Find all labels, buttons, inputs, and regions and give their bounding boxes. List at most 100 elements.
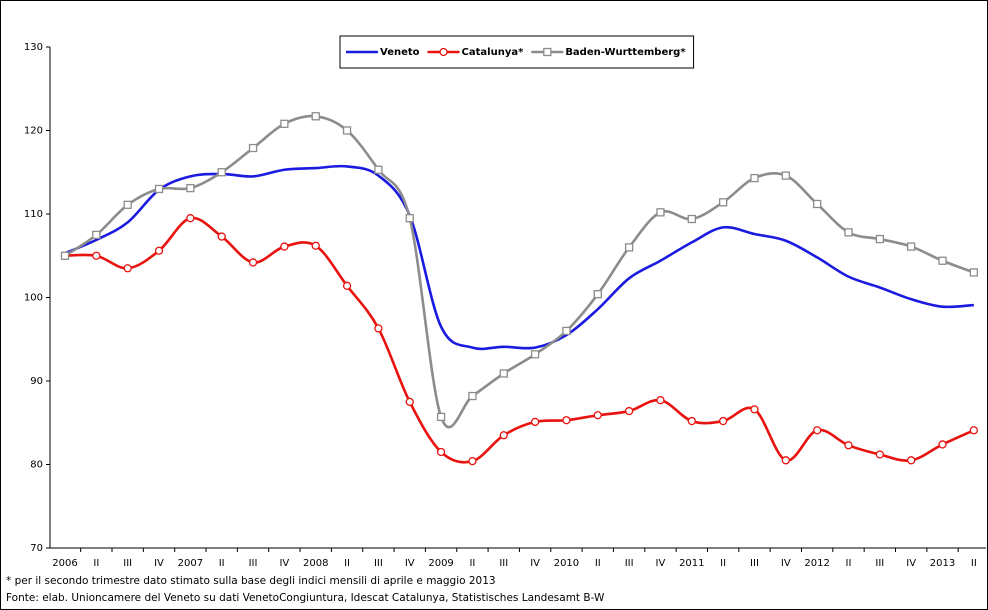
data-point: [656, 208, 665, 217]
x-tick-label: III: [875, 558, 884, 569]
x-tick-label: III: [499, 558, 508, 569]
legend-label: Baden-Wurttemberg*: [565, 47, 686, 58]
data-point: [217, 168, 226, 177]
data-point: [217, 232, 226, 241]
x-tick-label: II: [469, 558, 475, 569]
data-point: [781, 456, 790, 465]
data-point: [436, 412, 446, 422]
x-tick-label: III: [123, 558, 132, 569]
data-point: [405, 214, 414, 223]
x-tick-label: III: [249, 558, 258, 569]
y-tick-label: 90: [30, 376, 43, 387]
data-point: [499, 431, 508, 440]
x-tick-label: 2012: [804, 558, 829, 569]
data-point: [938, 256, 947, 265]
data-point: [844, 441, 853, 450]
data-point: [405, 397, 414, 407]
data-point: [374, 324, 383, 333]
legend: Veneto Catalunya* Baden-Wurttemberg*: [339, 35, 695, 69]
data-point: [530, 417, 540, 427]
legend-label: Catalunya*: [462, 47, 525, 58]
data-point: [750, 405, 759, 414]
data-point: [92, 251, 101, 260]
data-point: [342, 281, 352, 290]
x-tick-label: III: [625, 558, 634, 569]
x-tick-label: II: [219, 558, 225, 569]
data-point: [499, 369, 508, 378]
y-tick-label: 120: [24, 126, 43, 137]
y-tick-label: 70: [30, 543, 43, 554]
x-tick-label: 2006: [52, 558, 77, 569]
data-point: [436, 447, 446, 457]
data-point: [280, 119, 289, 128]
data-point: [750, 173, 759, 183]
legend-label: Veneto: [380, 47, 420, 58]
data-point: [530, 350, 540, 359]
data-point: [813, 426, 822, 435]
y-tick-label: 100: [24, 293, 43, 304]
x-tick-label: IV: [530, 558, 540, 569]
x-tick-label: IV: [405, 558, 415, 569]
data-point: [154, 184, 164, 194]
data-point: [969, 426, 979, 435]
x-tick-label: II: [595, 558, 601, 569]
data-point: [624, 243, 634, 252]
data-point: [718, 416, 728, 426]
data-point: [718, 198, 728, 207]
data-point: [687, 214, 696, 224]
footnote: * per il secondo trimestre dato stimato …: [6, 575, 496, 587]
x-tick-label: 2013: [930, 558, 955, 569]
data-point: [593, 411, 602, 420]
x-tick-label: III: [750, 558, 759, 569]
data-point: [186, 183, 195, 193]
data-point: [280, 242, 289, 251]
data-point: [248, 258, 258, 267]
data-point: [311, 112, 320, 121]
data-point: [562, 416, 571, 425]
data-point: [813, 199, 822, 209]
data-point: [781, 171, 790, 180]
x-tick-label: II: [971, 558, 977, 569]
data-point: [624, 406, 634, 416]
data-point: [60, 251, 70, 260]
legend-box: [339, 35, 695, 69]
data-point: [342, 126, 352, 135]
data-point: [687, 416, 696, 426]
x-tick-label: 2010: [554, 558, 579, 569]
data-point: [969, 268, 979, 277]
data-point: [593, 290, 602, 299]
source-note: Fonte: elab. Unioncamere del Veneto su d…: [6, 592, 605, 604]
data-point: [374, 165, 383, 174]
data-point: [562, 326, 571, 336]
legend-marker: [543, 47, 552, 57]
x-tick-label: 2011: [679, 558, 704, 569]
x-tick-label: II: [720, 558, 726, 569]
x-tick-label: II: [93, 558, 99, 569]
data-point: [875, 234, 884, 244]
data-point: [907, 242, 916, 251]
x-tick-label: III: [374, 558, 383, 569]
legend-marker: [439, 47, 448, 57]
data-point: [154, 246, 164, 255]
data-point: [938, 440, 947, 449]
y-tick-label: 110: [24, 209, 43, 220]
data-point: [875, 450, 884, 459]
data-point: [656, 396, 665, 405]
data-point: [248, 143, 258, 153]
x-tick-label: IV: [781, 558, 791, 569]
data-point: [907, 456, 916, 465]
x-tick-label: II: [846, 558, 852, 569]
data-point: [123, 264, 132, 273]
x-tick-label: IV: [656, 558, 666, 569]
x-tick-label: 2007: [178, 558, 203, 569]
x-tick-label: IV: [279, 558, 289, 569]
data-point: [311, 241, 320, 250]
data-point: [186, 214, 195, 223]
data-point: [468, 391, 477, 401]
data-point: [92, 230, 101, 240]
y-tick-label: 80: [30, 460, 43, 471]
x-tick-label: 2008: [303, 558, 328, 569]
